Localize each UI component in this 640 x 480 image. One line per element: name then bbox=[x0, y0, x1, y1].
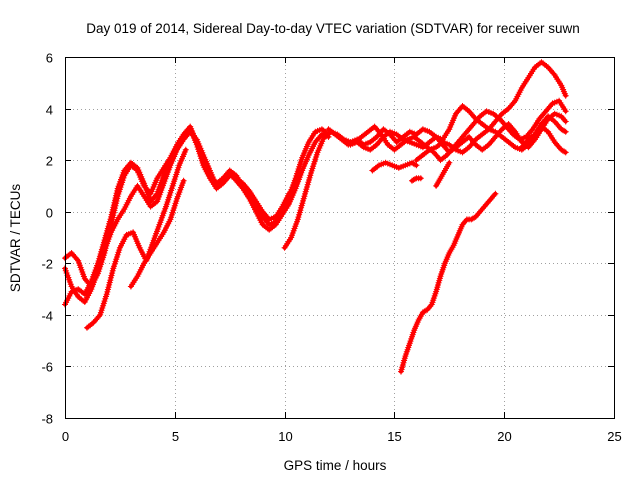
data-series bbox=[62, 59, 569, 375]
series-band bbox=[63, 129, 331, 304]
series-track-n bbox=[398, 190, 499, 375]
series-plus-markers bbox=[518, 123, 569, 156]
series-plus-markers bbox=[398, 190, 499, 375]
x-tick-label: 20 bbox=[497, 429, 511, 444]
y-tick-label: -2 bbox=[41, 257, 53, 272]
y-tick-label: -4 bbox=[41, 309, 53, 324]
x-tick-label: 25 bbox=[607, 429, 621, 444]
series-track-k bbox=[409, 175, 424, 184]
series-track-j bbox=[369, 159, 420, 174]
series-plus-markers bbox=[62, 128, 332, 305]
x-tick-label: 10 bbox=[278, 429, 292, 444]
x-tick-label: 0 bbox=[62, 429, 69, 444]
y-axis-label: SDTVAR / TECUs bbox=[8, 184, 23, 293]
series-plus-markers bbox=[433, 159, 453, 189]
y-tick-label: 4 bbox=[46, 103, 53, 118]
series-plus-markers bbox=[409, 175, 424, 184]
y-tick-label: 0 bbox=[46, 206, 53, 221]
series-track-l bbox=[433, 159, 453, 189]
series-track-b bbox=[62, 128, 332, 305]
series-band bbox=[399, 191, 498, 374]
x-tick-label: 5 bbox=[172, 429, 179, 444]
y-tick-label: -8 bbox=[41, 412, 53, 427]
grid bbox=[65, 57, 614, 418]
series-track-g bbox=[325, 97, 569, 164]
series-plus-markers bbox=[369, 159, 420, 174]
series-track-m bbox=[518, 123, 569, 156]
x-axis-label: GPS time / hours bbox=[284, 458, 387, 473]
chart-title: Day 019 of 2014, Sidereal Day-to-day VTE… bbox=[86, 21, 579, 36]
y-tick-label: -6 bbox=[41, 360, 53, 375]
y-tick-label: 2 bbox=[46, 154, 53, 169]
series-plus-markers bbox=[127, 177, 187, 290]
x-tick-label: 15 bbox=[387, 429, 401, 444]
plot-frame bbox=[65, 57, 615, 419]
series-track-e bbox=[127, 177, 187, 290]
axis-ticks: 0 5 10 15 20 25 -8 -6 -4 -2 0 2 4 6 bbox=[41, 51, 621, 445]
y-tick-label: 6 bbox=[46, 51, 53, 66]
